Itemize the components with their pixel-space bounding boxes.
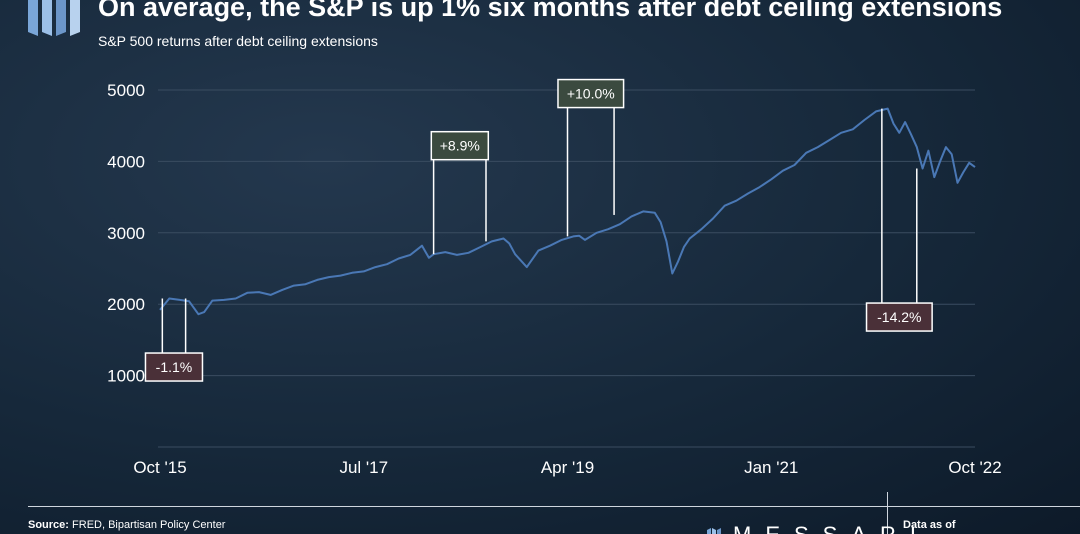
chart-subtitle: S&P 500 returns after debt ceiling exten… bbox=[98, 33, 378, 49]
brand-wordmark: MESSARI bbox=[707, 522, 930, 534]
x-tick-label-0: Oct '15 bbox=[133, 458, 186, 477]
y-tick-label-2000: 2000 bbox=[107, 295, 145, 314]
brand-name: MESSARI bbox=[733, 522, 930, 534]
annotation-label-3: -14.2% bbox=[877, 309, 921, 325]
x-tick-label-4: Oct '22 bbox=[948, 458, 1001, 477]
annotation-label-0: -1.1% bbox=[156, 359, 193, 375]
data-as-of: Data as of bbox=[903, 519, 956, 531]
x-tick-label-2: Apr '19 bbox=[541, 458, 594, 477]
annotation-box-2 bbox=[557, 78, 625, 109]
footer-vertical-divider bbox=[887, 492, 888, 534]
messari-mark-icon bbox=[707, 528, 721, 534]
source-text: FRED, Bipartisan Policy Center bbox=[72, 519, 226, 531]
y-tick-label-5000: 5000 bbox=[107, 81, 145, 100]
source-label: Source: bbox=[28, 519, 69, 531]
y-tick-label-3000: 3000 bbox=[107, 224, 145, 243]
x-tick-label-1: Jul '17 bbox=[339, 458, 388, 477]
chart-title: On average, the S&P is up 1% six months … bbox=[98, 0, 1003, 22]
x-tick-label-3: Jan '21 bbox=[744, 458, 798, 477]
y-tick-label-1000: 1000 bbox=[107, 367, 145, 386]
messari-logo bbox=[28, 0, 80, 36]
annotation-label-2: +10.0% bbox=[567, 86, 615, 102]
annotation-label-1: +8.9% bbox=[440, 138, 480, 154]
annotation-box-3 bbox=[865, 302, 933, 332]
annotation-box-1 bbox=[430, 130, 490, 161]
series-line-0 bbox=[159, 107, 976, 316]
y-tick-label-4000: 4000 bbox=[107, 152, 145, 171]
footer-divider bbox=[28, 506, 1080, 507]
annotation-box-0 bbox=[144, 352, 204, 382]
source-note: Source: FRED, Bipartisan Policy Center bbox=[28, 519, 225, 531]
